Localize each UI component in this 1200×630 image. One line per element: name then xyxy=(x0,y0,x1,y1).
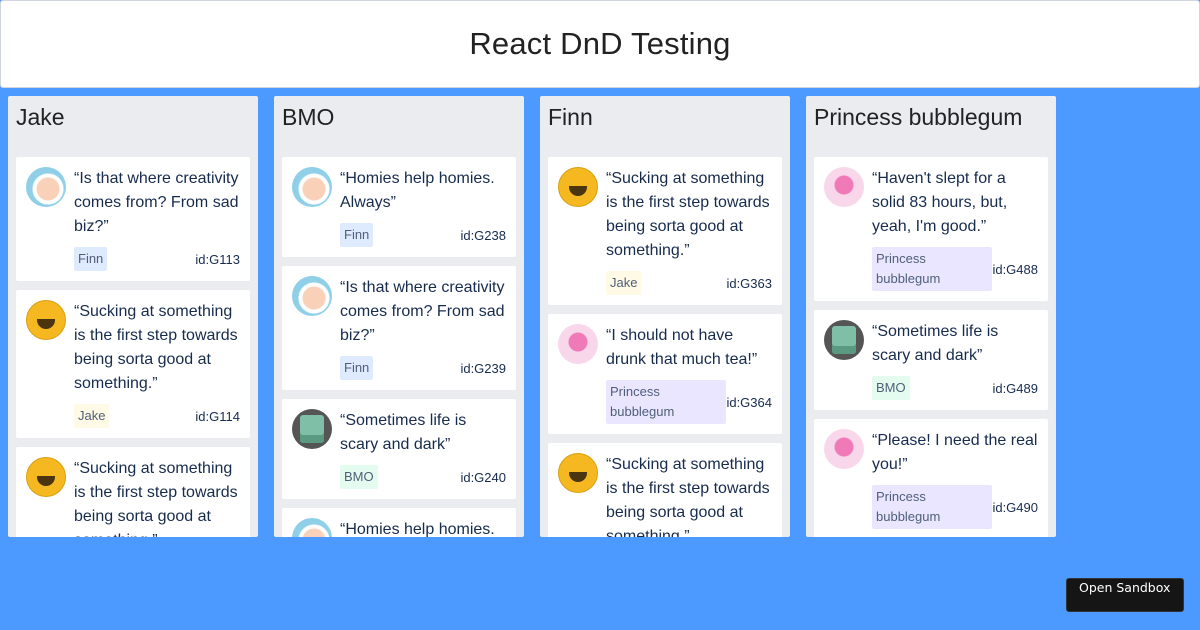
column-jake[interactable]: Jake “Is that where creativity comes fro… xyxy=(8,96,258,537)
column-title[interactable]: Princess bubblegum xyxy=(814,104,1023,130)
quote-card[interactable]: “Sucking at something is the first step … xyxy=(548,157,782,305)
quote-card[interactable]: “Please! I need the real you!” Princess … xyxy=(814,419,1048,537)
card-list: “Sucking at something is the first step … xyxy=(540,157,790,537)
quote-text: “Homies help homies. Always” xyxy=(340,170,495,211)
finn-avatar-icon xyxy=(292,276,332,316)
card-id: id:G238 xyxy=(460,227,506,243)
column-bmo[interactable]: BMO “Homies help homies. Always” Finn id… xyxy=(274,96,524,537)
quote-card[interactable]: “Homies help homies. Always” Finn id:G23… xyxy=(282,157,516,257)
author-tag: Princess bubblegum xyxy=(872,485,993,529)
card-id: id:G364 xyxy=(726,394,772,410)
quote-text: “Sucking at something is the first step … xyxy=(606,456,770,537)
author-tag: Finn xyxy=(340,223,374,247)
quote-text: “Sucking at something is the first step … xyxy=(74,460,238,537)
card-id: id:G489 xyxy=(992,380,1038,396)
quote-text: “I should not have drunk that much tea!” xyxy=(606,327,758,368)
author-tag: Princess bubblegum xyxy=(872,247,993,291)
card-id: id:G113 xyxy=(195,251,240,267)
quote-card[interactable]: “Sometimes life is scary and dark” BMO i… xyxy=(282,399,516,499)
pb-avatar-icon xyxy=(824,429,864,469)
page-title: React DnD Testing xyxy=(469,26,731,61)
quote-text: “Sucking at something is the first step … xyxy=(74,303,238,392)
jake-avatar-icon xyxy=(26,300,66,340)
pb-avatar-icon xyxy=(824,167,864,207)
quote-text: “Is that where creativity comes from? Fr… xyxy=(74,170,239,235)
jake-avatar-icon xyxy=(558,167,598,207)
quote-text: “Homies help homies. Always” xyxy=(340,521,495,537)
author-tag: Princess bubblegum xyxy=(606,380,727,424)
column-princess-bubblegum[interactable]: Princess bubblegum “Haven't slept for a … xyxy=(806,96,1056,537)
quote-card[interactable]: “Is that where creativity comes from? Fr… xyxy=(282,266,516,390)
jake-avatar-icon xyxy=(558,453,598,493)
column-title[interactable]: Jake xyxy=(16,104,65,130)
card-list: “Haven't slept for a solid 83 hours, but… xyxy=(806,157,1056,537)
pb-avatar-icon xyxy=(558,324,598,364)
column-finn[interactable]: Finn “Sucking at something is the first … xyxy=(540,96,790,537)
board: Jake “Is that where creativity comes fro… xyxy=(8,96,1056,537)
quote-card[interactable]: “Homies help homies. Always” Finn xyxy=(282,508,516,537)
jake-avatar-icon xyxy=(26,457,66,497)
quote-card[interactable]: “Is that where creativity comes from? Fr… xyxy=(16,157,250,281)
author-tag: Jake xyxy=(606,271,642,295)
column-title[interactable]: BMO xyxy=(282,104,335,130)
app-header: React DnD Testing xyxy=(0,0,1200,88)
quote-text: “Please! I need the real you!” xyxy=(872,432,1038,473)
card-id: id:G240 xyxy=(460,469,506,485)
column-title[interactable]: Finn xyxy=(548,104,593,130)
quote-text: “Is that where creativity comes from? Fr… xyxy=(340,279,505,344)
card-id: id:G488 xyxy=(992,261,1038,277)
quote-card[interactable]: “Sucking at something is the first step … xyxy=(16,290,250,438)
quote-card[interactable]: “Sucking at something is the first step … xyxy=(548,443,782,537)
card-id: id:G490 xyxy=(992,499,1038,515)
finn-avatar-icon xyxy=(292,167,332,207)
author-tag: Finn xyxy=(74,247,108,271)
quote-card[interactable]: “Sucking at something is the first step … xyxy=(16,447,250,537)
card-id: id:G114 xyxy=(195,408,240,424)
bmo-avatar-icon xyxy=(292,409,332,449)
bmo-avatar-icon xyxy=(824,320,864,360)
author-tag: BMO xyxy=(872,376,910,400)
author-tag: Jake xyxy=(74,404,110,428)
card-list: “Homies help homies. Always” Finn id:G23… xyxy=(274,157,524,537)
finn-avatar-icon xyxy=(26,167,66,207)
card-list: “Is that where creativity comes from? Fr… xyxy=(8,157,258,537)
quote-text: “Sometimes life is scary and dark” xyxy=(340,412,467,453)
quote-text: “Sometimes life is scary and dark” xyxy=(872,323,999,364)
quote-card[interactable]: “I should not have drunk that much tea!”… xyxy=(548,314,782,434)
finn-avatar-icon xyxy=(292,518,332,537)
card-id: id:G363 xyxy=(726,275,772,291)
author-tag: BMO xyxy=(340,465,378,489)
author-tag: Finn xyxy=(340,356,374,380)
quote-card[interactable]: “Haven't slept for a solid 83 hours, but… xyxy=(814,157,1048,301)
quote-card[interactable]: “Sometimes life is scary and dark” BMO i… xyxy=(814,310,1048,410)
quote-text: “Haven't slept for a solid 83 hours, but… xyxy=(872,170,1008,235)
card-id: id:G239 xyxy=(460,360,506,376)
open-sandbox-button[interactable]: Open Sandbox xyxy=(1066,578,1184,612)
quote-text: “Sucking at something is the first step … xyxy=(606,170,770,259)
